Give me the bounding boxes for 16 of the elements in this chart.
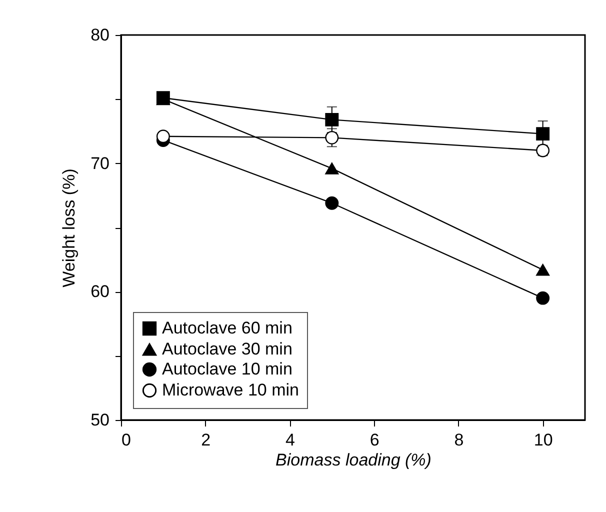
- x-tick-label: 6: [370, 430, 380, 450]
- legend-label: Autoclave 30 min: [162, 340, 292, 358]
- y-tick-label: 50: [90, 410, 110, 430]
- y-axis-title: Weight loss (%): [60, 168, 79, 288]
- legend-label: Autoclave 60 min: [162, 318, 292, 338]
- x-tick-label: 10: [534, 430, 553, 450]
- x-tick-label: 2: [201, 430, 211, 450]
- y-tick-label: 60: [90, 282, 110, 302]
- x-tick-label: 0: [122, 430, 131, 450]
- y-tick-label: 70: [90, 154, 110, 173]
- x-tick-label: 4: [285, 430, 295, 450]
- legend-label: Microwave 10 min: [162, 380, 299, 400]
- x-tick-label: 8: [454, 430, 464, 450]
- legend-label: Autoclave 10 min: [162, 360, 292, 378]
- x-axis-title: Biomass loading (%): [276, 450, 432, 470]
- y-tick-label: 80: [90, 26, 110, 44]
